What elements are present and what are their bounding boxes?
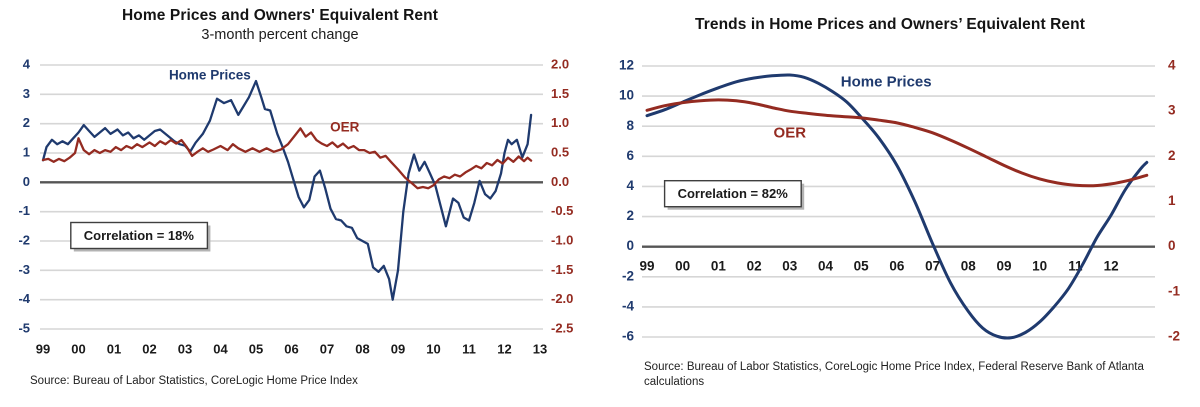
chart-title: Home Prices and Owners' Equivalent Rent (122, 7, 438, 24)
y-axis-left-tick-label: 2 (23, 115, 30, 130)
series-label: Home Prices (841, 74, 932, 91)
x-axis-tick-label: 03 (178, 341, 192, 356)
x-axis-tick-label: 08 (961, 259, 977, 274)
y-axis-right-tick-label: -0.5 (551, 203, 573, 218)
home-prices-line (645, 73, 1149, 340)
x-axis-tick-label: 01 (107, 341, 121, 356)
x-axis-tick-label: 00 (675, 259, 690, 274)
x-axis-tick-label: 02 (747, 259, 762, 274)
x-axis-tick-label: 07 (320, 341, 334, 356)
y-axis-right-tick-label: 2 (1168, 148, 1176, 163)
y-axis-right-tick-label: -1.0 (551, 232, 573, 247)
x-axis-tick-label: 06 (889, 259, 905, 274)
y-axis-right-tick-label: 1.0 (551, 115, 569, 130)
chart-subtitle: 3-month percent change (201, 27, 359, 43)
x-axis-tick-label: 99 (639, 259, 654, 274)
y-axis-left-tick-label: 0 (626, 238, 634, 253)
y-axis-left-tick-label: -6 (622, 329, 634, 344)
y-axis-left-tick-label: 2 (626, 208, 634, 223)
x-axis-tick-label: 06 (284, 341, 298, 356)
x-axis-tick-label: 02 (142, 341, 156, 356)
series-label: Home Prices (169, 68, 251, 83)
x-axis-tick-label: 04 (213, 341, 228, 356)
correlation-callout-box (663, 179, 802, 208)
y-axis-right-tick-label: 2.0 (551, 56, 569, 71)
y-axis-left-tick-label: -4 (18, 291, 30, 306)
chart-title: Trends in Home Prices and Owners’ Equiva… (695, 16, 1085, 33)
y-axis-left-tick-label: 4 (23, 56, 31, 71)
correlation-callout-text: Correlation = 18% (84, 228, 195, 243)
x-axis-tick-label: 08 (355, 341, 369, 356)
x-axis-tick-label: 12 (1104, 259, 1119, 274)
series-label: OER (330, 120, 360, 135)
y-axis-right-tick-label: 3 (1168, 103, 1176, 118)
y-axis-left-tick-label: -4 (622, 298, 634, 313)
x-axis-tick-label: 10 (426, 341, 440, 356)
oer-line (41, 127, 533, 190)
correlation-callout-box (70, 221, 209, 250)
y-axis-left-tick-label: -1 (18, 203, 30, 218)
y-axis-right-tick-label: -2.5 (551, 320, 573, 335)
y-axis-right-tick-label: 1 (1168, 193, 1176, 208)
series-label: OER (774, 125, 807, 142)
y-axis-left-tick-label: -5 (18, 320, 30, 335)
x-axis-tick-label: 09 (391, 341, 405, 356)
correlation-callout-text: Correlation = 82% (678, 186, 789, 201)
y-axis-right-tick-label: -1 (1168, 283, 1180, 298)
chart-3month-percent-change: Home Prices and Owners' Equivalent Rent … (18, 7, 573, 387)
x-axis-tick-label: 11 (462, 341, 476, 356)
y-axis-right-tick-label: -1.5 (551, 262, 573, 277)
x-axis-tick-label: 13 (533, 341, 547, 356)
x-axis-tick-label: 00 (71, 341, 85, 356)
x-axis-tick-label: 12 (497, 341, 511, 356)
oer-line (645, 98, 1149, 188)
y-axis-right-tick-label: 4 (1168, 58, 1176, 73)
y-axis-right-tick-label: -2.0 (551, 291, 573, 306)
x-axis-tick-label: 99 (36, 341, 50, 356)
x-axis-tick-label: 03 (782, 259, 798, 274)
y-axis-left-tick-label: -2 (18, 232, 30, 247)
chart-source-note: Source: Bureau of Labor Statistics, Core… (30, 375, 358, 387)
y-axis-right-tick-label: 0 (1168, 238, 1176, 253)
y-axis-left-tick-label: 1 (23, 144, 30, 159)
y-axis-left-tick-label: 10 (619, 88, 634, 103)
x-axis-tick-label: 09 (996, 259, 1011, 274)
chart-plot-area: 43210-1-2-3-4-52.01.51.00.50.0-0.5-1.0-1… (18, 56, 573, 356)
y-axis-right-tick-label: 0.0 (551, 174, 569, 189)
home-prices-line (41, 79, 533, 301)
y-axis-left-tick-label: 4 (626, 178, 634, 193)
y-axis-left-tick-label: 8 (626, 118, 634, 133)
y-axis-left-tick-label: 0 (23, 174, 30, 189)
y-axis-left-tick-label: 12 (619, 58, 634, 73)
x-axis-tick-label: 04 (818, 259, 834, 274)
y-axis-right-tick-label: -2 (1168, 329, 1180, 344)
y-axis-right-tick-label: 1.5 (551, 86, 569, 101)
y-axis-left-tick-label: -2 (622, 268, 634, 283)
chart-trends: Trends in Home Prices and Owners’ Equiva… (600, 0, 1200, 407)
chart-source-note: Source: Bureau of Labor Statistics, Core… (644, 361, 1144, 389)
x-axis-tick-label: 01 (711, 259, 727, 274)
y-axis-left-tick-label: -3 (18, 262, 30, 277)
x-axis-tick-label: 07 (925, 259, 940, 274)
y-axis-left-tick-label: 3 (23, 86, 30, 101)
y-axis-left-tick-label: 6 (626, 148, 634, 163)
x-axis-tick-label: 05 (249, 341, 263, 356)
y-axis-right-tick-label: 0.5 (551, 144, 569, 159)
x-axis-tick-label: 05 (854, 259, 870, 274)
x-axis-tick-label: 10 (1032, 259, 1047, 274)
